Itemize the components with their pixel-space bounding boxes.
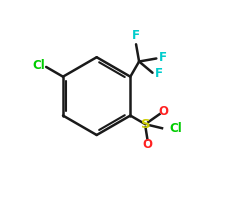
Text: O: O <box>143 138 152 151</box>
Text: Cl: Cl <box>169 122 182 135</box>
Text: F: F <box>159 51 167 64</box>
Text: S: S <box>141 118 150 131</box>
Text: O: O <box>158 105 168 118</box>
Text: F: F <box>132 29 140 42</box>
Text: F: F <box>155 67 163 80</box>
Text: Cl: Cl <box>32 59 45 72</box>
